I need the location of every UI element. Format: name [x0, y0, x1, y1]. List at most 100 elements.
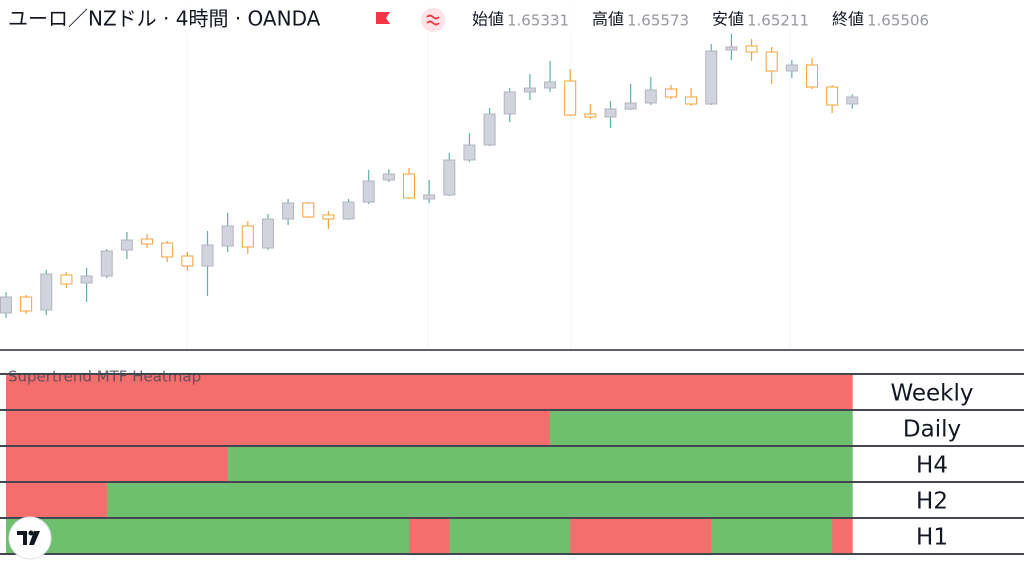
heat-cell [570, 375, 591, 409]
logo-dot [28, 530, 34, 536]
heat-cell [288, 375, 309, 409]
heat-cell [126, 411, 148, 445]
heat-cell [409, 375, 430, 409]
heat-cell [570, 483, 591, 517]
indicator-title: Supertrend MTF Heatmap [8, 368, 201, 386]
heat-cell [590, 519, 611, 553]
heat-cell [751, 411, 773, 445]
heat-cell [550, 519, 571, 553]
heat-cell [86, 411, 108, 445]
candle-body [241, 225, 254, 248]
heat-cell [832, 375, 853, 409]
heat-cell [267, 447, 289, 481]
candle-body [443, 159, 456, 196]
heat-cell [147, 375, 168, 409]
heat-cell [812, 483, 833, 517]
logo [8, 516, 52, 560]
heat-cell [711, 447, 732, 481]
heat-cell [288, 519, 309, 553]
candle-body [201, 244, 214, 267]
candle-body [100, 250, 113, 277]
heat-cell [429, 411, 450, 445]
heat-cell [348, 375, 370, 409]
heat-cell [66, 375, 87, 409]
candle-body [423, 194, 436, 200]
heat-cell [630, 447, 652, 481]
candle-body [584, 113, 597, 118]
candle-body [725, 46, 738, 51]
heat-cell [832, 483, 853, 517]
heat-cell [267, 483, 289, 517]
heat-cell [368, 411, 390, 445]
heat-cell [126, 483, 148, 517]
heat-cell [207, 411, 229, 445]
heat-cell [550, 483, 571, 517]
ohlc-value: 1.65573 [627, 12, 689, 30]
heat-cell [449, 447, 470, 481]
heat-cell [66, 447, 87, 481]
heat-cell [550, 447, 571, 481]
heat-cell [147, 447, 168, 481]
heat-cell [691, 447, 712, 481]
header-bg [0, 0, 1024, 34]
heat-cell [711, 411, 732, 445]
heat-cell [388, 411, 410, 445]
ohlc-label: 始値 [472, 10, 504, 29]
candle-body [846, 96, 859, 105]
heat-cell [126, 447, 148, 481]
candle-body [745, 45, 758, 53]
heat-cell [348, 411, 370, 445]
heat-cell [489, 447, 511, 481]
heat-cell [630, 375, 652, 409]
candle-body [60, 274, 73, 285]
heat-cell [247, 483, 269, 517]
heat-cell [731, 483, 752, 517]
candle-body [0, 296, 12, 314]
candle-body [644, 89, 657, 104]
heat-cell [167, 519, 188, 553]
heat-cell [227, 519, 249, 553]
heat-cell [187, 447, 208, 481]
heat-cell [288, 483, 309, 517]
heat-cell [66, 483, 87, 517]
heat-cell [46, 519, 67, 553]
heat-cell [106, 483, 128, 517]
heat-cell [388, 447, 410, 481]
candle-body [302, 202, 315, 218]
heat-cell [328, 411, 349, 445]
heat-cell [670, 483, 692, 517]
row-label: Weekly [890, 381, 973, 407]
heat-cell [550, 411, 571, 445]
heat-cell [308, 483, 329, 517]
heat-cell [348, 447, 370, 481]
heat-cell [409, 411, 430, 445]
heat-cell [449, 411, 470, 445]
candle-body [141, 238, 154, 245]
row-label: Daily [903, 417, 961, 443]
candle-body [120, 239, 133, 251]
heat-cell [650, 375, 672, 409]
candle-body [806, 64, 818, 88]
row-label: H2 [916, 489, 948, 515]
heat-cell [691, 375, 712, 409]
heat-cell [509, 519, 531, 553]
heat-cell [610, 447, 632, 481]
heat-cell [227, 411, 249, 445]
candle-body [604, 108, 617, 118]
heat-cell [6, 483, 27, 517]
heat-cell [771, 375, 793, 409]
heat-cell [529, 519, 551, 553]
heat-cell [630, 483, 652, 517]
heat-cell [207, 447, 229, 481]
heat-cell [409, 447, 430, 481]
heat-cell [711, 519, 732, 553]
candle-body [664, 88, 677, 98]
candle-body [322, 214, 335, 220]
candle-body [181, 255, 194, 267]
heat-cell [650, 411, 672, 445]
heat-cell [650, 483, 672, 517]
heat-cell [610, 375, 632, 409]
heat-cell [610, 519, 632, 553]
chart-title: ユーロ／NZドル · 4時間 · OANDA [8, 7, 321, 31]
